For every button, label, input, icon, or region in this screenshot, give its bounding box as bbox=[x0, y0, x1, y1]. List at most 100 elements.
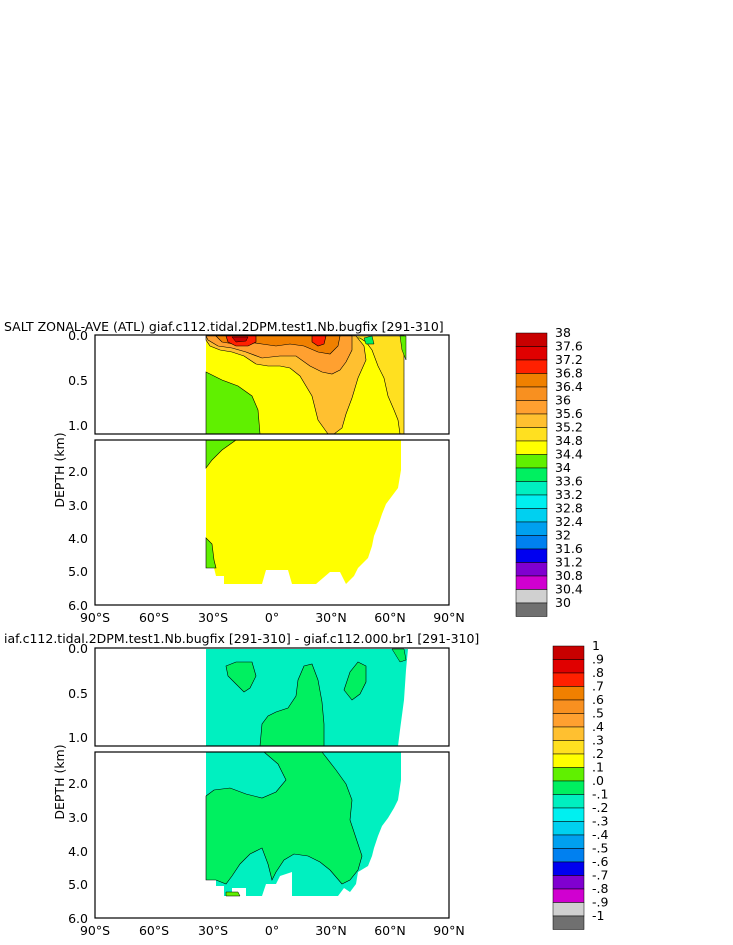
colorbar-swatch bbox=[515, 373, 548, 388]
xtick-label: 0° bbox=[265, 923, 279, 938]
colorbar-swatch bbox=[552, 834, 585, 849]
panel-difference: iaf.c112.tidal.2DPM.test1.Nb.bugfix [291… bbox=[4, 631, 608, 938]
colorbar-swatch bbox=[515, 346, 548, 361]
colorbar-label: 35.2 bbox=[555, 420, 583, 435]
ytick-label: 4.0 bbox=[68, 844, 88, 859]
colorbar-swatch bbox=[552, 659, 585, 674]
colorbar-swatch bbox=[552, 753, 585, 768]
ytick-label: 3.0 bbox=[68, 810, 88, 825]
colorbar-label: 36 bbox=[555, 393, 571, 408]
colorbar-label: 34.8 bbox=[555, 433, 583, 448]
colorbar-label: .3 bbox=[592, 733, 604, 748]
diff-contour-c bbox=[343, 661, 367, 701]
panel1-lower-frame bbox=[94, 439, 450, 606]
colorbar-label: 38 bbox=[555, 325, 571, 340]
colorbar-swatch bbox=[515, 413, 548, 428]
colorbar-label: 35.6 bbox=[555, 406, 583, 421]
colorbar-swatch bbox=[515, 562, 548, 577]
xtick-label: 60°N bbox=[374, 610, 406, 625]
panel2-upper-field bbox=[206, 648, 408, 747]
panel2-yticks: 0.0 0.5 1.0 2.0 3.0 4.0 5.0 6.0 bbox=[68, 641, 88, 926]
xtick-label: 90°N bbox=[433, 923, 465, 938]
ytick-label: 4.0 bbox=[68, 531, 88, 546]
colorbar-label: 31.6 bbox=[555, 541, 583, 556]
colorbar-label: 34.4 bbox=[555, 447, 583, 462]
colorbar-swatch bbox=[552, 915, 585, 930]
panel1-xticks: 90°S 60°S 30°S 0° 30°N 60°N 90°N bbox=[80, 610, 465, 625]
ytick-label: 5.0 bbox=[68, 877, 88, 892]
xtick-label: 90°S bbox=[80, 923, 110, 938]
colorbar-swatch bbox=[515, 359, 548, 374]
diff-contour-d bbox=[391, 648, 407, 663]
colorbar-label: 32.4 bbox=[555, 514, 583, 529]
colorbar-label: .9 bbox=[592, 652, 604, 667]
colorbar-label: 36.8 bbox=[555, 366, 583, 381]
diff-contour-lower bbox=[205, 751, 363, 885]
xtick-label: 60°S bbox=[139, 610, 169, 625]
xtick-label: 60°N bbox=[374, 923, 406, 938]
xtick-label: 90°S bbox=[80, 610, 110, 625]
colorbar-label: -.4 bbox=[592, 827, 608, 842]
lower-contour-348b bbox=[205, 537, 217, 569]
colorbar-label: 30.4 bbox=[555, 582, 583, 597]
panel1-upper-frame bbox=[94, 334, 450, 435]
colorbar-label: 32 bbox=[555, 528, 571, 543]
field-contour-348b bbox=[399, 335, 407, 361]
colorbar-label: .4 bbox=[592, 719, 604, 734]
diff-contour-lower-b bbox=[225, 891, 241, 897]
xtick-label: 30°N bbox=[315, 923, 347, 938]
colorbar-label: 37.2 bbox=[555, 352, 583, 367]
colorbar-label: 30 bbox=[555, 595, 571, 610]
colorbar-swatch bbox=[515, 508, 548, 523]
xtick-label: 30°S bbox=[198, 923, 228, 938]
colorbar-label: -.5 bbox=[592, 841, 608, 856]
xtick-label: 30°N bbox=[315, 610, 347, 625]
ytick-label: 6.0 bbox=[68, 911, 88, 926]
colorbar-swatch bbox=[552, 875, 585, 890]
ytick-label: 1.0 bbox=[68, 730, 88, 745]
panel1-title: SALT ZONAL-AVE (ATL) giaf.c112.tidal.2DP… bbox=[4, 319, 444, 334]
diff-contour-a bbox=[225, 661, 257, 693]
colorbar-swatch bbox=[552, 902, 585, 917]
colorbar-label: -.9 bbox=[592, 895, 608, 910]
colorbar-swatch bbox=[552, 699, 585, 714]
colorbar-label: .2 bbox=[592, 746, 604, 761]
ytick-label: 1.0 bbox=[68, 418, 88, 433]
panel1-yticks: 0.0 0.5 1.0 2.0 3.0 4.0 5.0 6.0 bbox=[68, 328, 88, 613]
colorbar-label: -1 bbox=[592, 908, 604, 923]
field-contour-344 bbox=[363, 335, 375, 345]
colorbar-swatch bbox=[515, 386, 548, 401]
colorbar-swatch bbox=[515, 440, 548, 455]
colorbar-label: 37.6 bbox=[555, 339, 583, 354]
colorbar-swatch bbox=[552, 861, 585, 876]
colorbar-swatch bbox=[515, 589, 548, 604]
xtick-label: 30°S bbox=[198, 610, 228, 625]
colorbar-swatch bbox=[552, 821, 585, 836]
colorbar-swatch bbox=[552, 726, 585, 741]
ytick-label: 0.0 bbox=[68, 328, 88, 343]
panel2-lower-field bbox=[205, 751, 401, 897]
colorbar-swatch bbox=[552, 672, 585, 687]
panel2-colorbar: 1.9.8.7.6.5.4.3.2.1.0-.1-.2-.3-.4-.5-.6-… bbox=[552, 638, 608, 930]
colorbar-swatch bbox=[515, 521, 548, 536]
ytick-label: 5.0 bbox=[68, 564, 88, 579]
field-contour-368b bbox=[311, 335, 327, 347]
colorbar-label: -.7 bbox=[592, 868, 608, 883]
colorbar-label: 33.6 bbox=[555, 474, 583, 489]
panel1-colorbar: 3837.637.236.836.43635.635.234.834.43433… bbox=[515, 325, 583, 617]
colorbar-swatch bbox=[552, 807, 585, 822]
panel2-ylabel: DEPTH (km) bbox=[52, 744, 67, 819]
colorbar-label: 30.8 bbox=[555, 568, 583, 583]
panel1-ylabel: DEPTH (km) bbox=[52, 432, 67, 507]
ytick-label: 0.0 bbox=[68, 641, 88, 656]
colorbar-swatch bbox=[552, 888, 585, 903]
colorbar-label: .7 bbox=[592, 679, 604, 694]
colorbar-label: 36.4 bbox=[555, 379, 583, 394]
xtick-label: 0° bbox=[265, 610, 279, 625]
colorbar-swatch bbox=[515, 427, 548, 442]
colorbar-label: .8 bbox=[592, 665, 604, 680]
colorbar-swatch bbox=[552, 767, 585, 782]
colorbar-swatch bbox=[515, 332, 548, 347]
xtick-label: 90°N bbox=[433, 610, 465, 625]
